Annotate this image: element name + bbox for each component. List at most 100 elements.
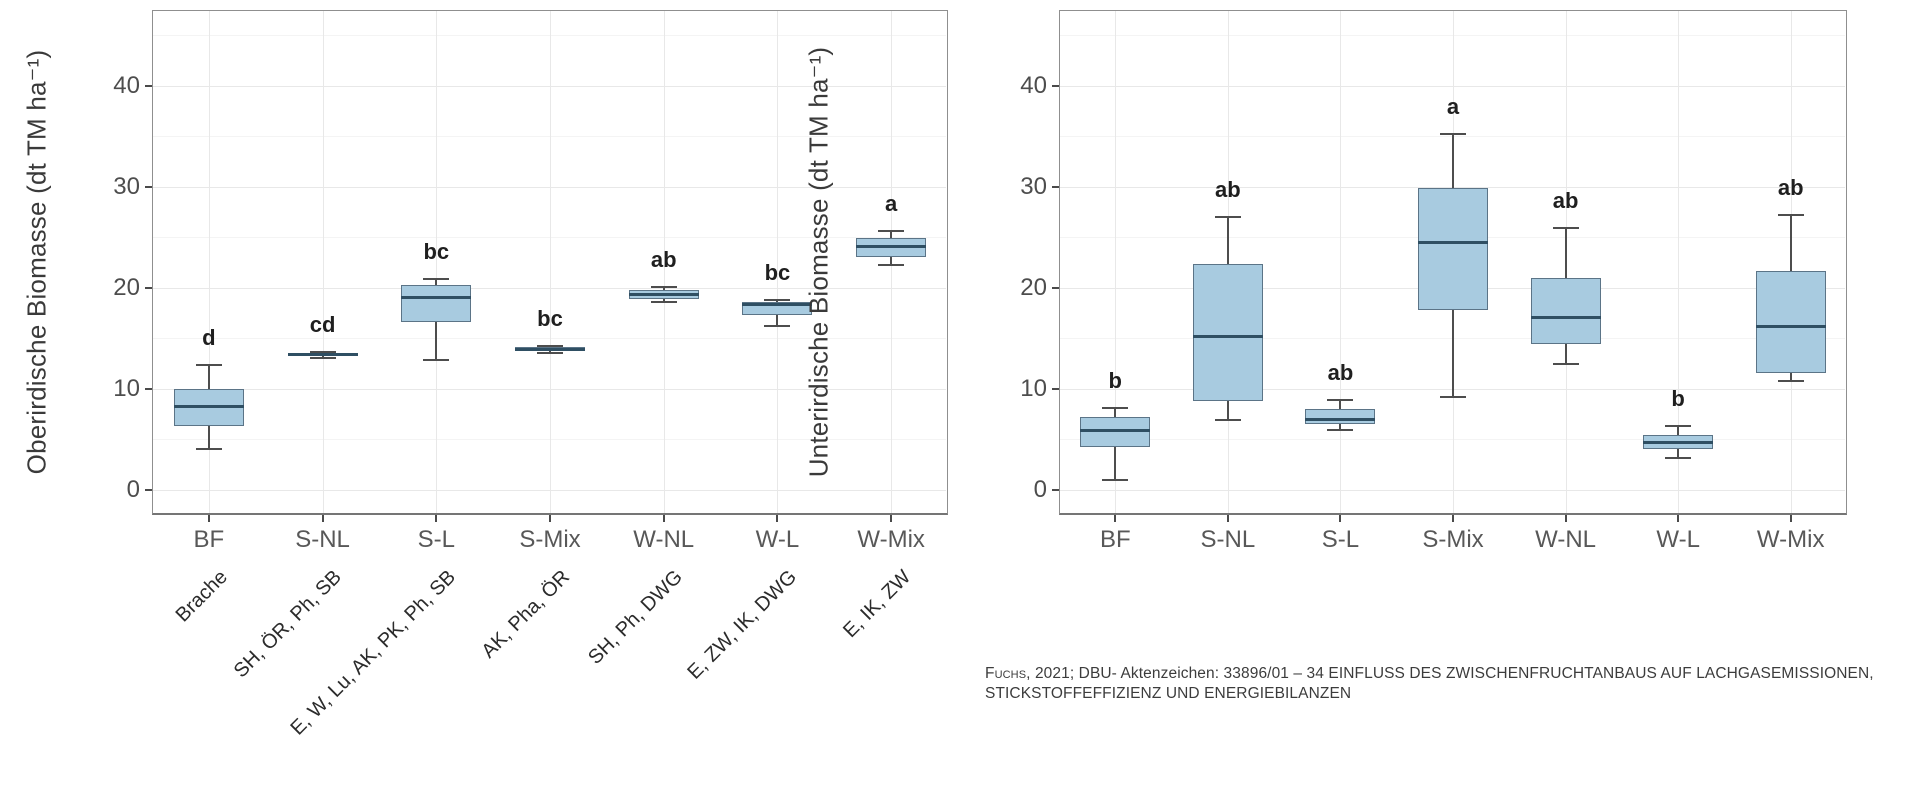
x-category-label: S-Mix — [1422, 526, 1484, 553]
boxplot-lower-whisker-cap — [878, 263, 905, 266]
gridline-y-major — [1060, 489, 1845, 491]
y-tick-mark — [145, 488, 152, 491]
x-tick-mark — [435, 515, 438, 522]
y-tick-mark — [145, 286, 152, 289]
y-tick-label: 0 — [1033, 475, 1047, 503]
source-caption: Fuchs, 2021; DBU- Aktenzeichen: 33896/01… — [985, 664, 1915, 704]
boxplot-median — [742, 303, 813, 307]
boxplot-upper-whisker-cap — [1777, 214, 1804, 217]
x-category-label: W-L — [1656, 526, 1700, 553]
boxplot-lower-whisker-cap — [764, 325, 791, 328]
x-category-label: W-Mix — [1756, 526, 1825, 553]
x-tick-mark — [321, 515, 324, 522]
boxplot-upper-whisker-cap — [1665, 425, 1692, 428]
boxplot-upper-whisker-cap — [1327, 398, 1354, 401]
x-tick-mark — [1789, 515, 1792, 522]
boxplot-median — [1305, 417, 1376, 421]
boxplot-lower-whisker-cap — [1440, 395, 1466, 398]
boxplot-lower-whisker-cap — [1102, 478, 1129, 481]
gridline-x-major — [550, 11, 551, 513]
gridline-y-minor — [153, 136, 946, 138]
x-category-label: W-NL — [633, 526, 695, 553]
x-tick-mark — [1114, 515, 1117, 522]
boxplot-lower-whisker-cap — [1214, 419, 1241, 422]
gridline-y-major — [153, 287, 946, 289]
boxplot-box — [1192, 263, 1263, 401]
boxplot-lower-whisker — [1564, 344, 1567, 364]
boxplot-upper-whisker — [1226, 217, 1229, 264]
boxplot-upper-whisker-cap — [537, 345, 563, 348]
boxplot-upper-whisker — [1677, 426, 1680, 436]
boxplot-median — [856, 244, 927, 248]
significance-letter: ab — [1215, 177, 1241, 203]
gridline-y-major — [153, 388, 946, 390]
significance-letter: ab — [1327, 359, 1354, 385]
boxplot-lower-whisker-cap — [309, 357, 336, 360]
boxplot-box — [401, 284, 472, 323]
boxplot-upper-whisker — [890, 231, 893, 239]
boxplot-box — [1418, 187, 1488, 310]
boxplot-lower-whisker — [1789, 372, 1792, 381]
boxplot-median — [401, 296, 472, 300]
y-tick-mark — [145, 387, 152, 390]
x-tick-mark — [1452, 515, 1454, 522]
boxplot-lower-whisker-cap — [537, 352, 563, 355]
boxplot-upper-whisker — [1564, 228, 1567, 278]
boxplot-upper-whisker-cap — [764, 298, 791, 301]
significance-letter: ab — [1552, 188, 1579, 214]
boxplot-upper-whisker — [1339, 399, 1342, 409]
x-category-label: BF — [1099, 526, 1131, 553]
boxplot-upper-whisker-cap — [1440, 133, 1466, 136]
boxplot-lower-whisker — [1114, 447, 1117, 480]
significance-letter: ab — [650, 246, 677, 272]
caption-line-1: Fuchs, 2021; DBU- Aktenzeichen: 33896/01… — [985, 664, 1915, 684]
boxplot-median — [173, 405, 244, 409]
plot-panel — [152, 10, 948, 515]
gridline-y-major — [1060, 85, 1845, 87]
boxplot-box — [1530, 277, 1601, 345]
boxplot-lower-whisker — [776, 315, 779, 327]
gridline-y-minor — [1060, 439, 1845, 441]
boxplot-lower-whisker-cap — [1327, 429, 1354, 432]
boxplot-upper-whisker-cap — [423, 277, 450, 280]
gridline-y-minor — [1060, 35, 1845, 37]
gridline-x-major — [436, 11, 438, 513]
significance-letter: d — [202, 324, 216, 350]
boxplot-upper-whisker-cap — [309, 350, 336, 353]
gridline-y-minor — [153, 237, 946, 239]
x-tick-mark — [1564, 515, 1567, 522]
gridline-y-major — [153, 186, 946, 188]
x-tick-mark — [549, 515, 551, 522]
x-category-label: W-Mix — [857, 526, 925, 553]
boxplot-median — [1192, 334, 1263, 338]
boxplot-median — [628, 293, 699, 297]
boxplot-median — [1080, 428, 1151, 432]
gridline-x-major — [208, 11, 210, 513]
boxplot-upper-whisker-cap — [1552, 227, 1579, 230]
x-tick-mark — [1226, 515, 1229, 522]
x-tick-mark — [890, 515, 893, 522]
gridline-x-major — [1678, 11, 1680, 513]
y-tick-mark — [1052, 84, 1059, 87]
boxplot-median — [1643, 440, 1714, 444]
y-axis-title: Unterirdische Biomasse (dt TM ha⁻¹) — [803, 46, 834, 478]
caption-line1-rest: , 2021; DBU- Aktenzeichen: 33896/01 – 34… — [1026, 665, 1874, 682]
significance-letter: a — [885, 191, 898, 217]
boxplot-lower-whisker — [890, 257, 893, 265]
y-tick-label: 20 — [1020, 273, 1047, 301]
y-tick-mark — [1052, 488, 1059, 491]
gridline-y-major — [153, 489, 946, 491]
y-tick-mark — [1052, 286, 1059, 289]
boxplot-lower-whisker — [435, 322, 438, 361]
boxplot-median — [287, 353, 358, 357]
significance-letter: ab — [1777, 175, 1804, 201]
boxplot-box — [856, 238, 927, 258]
gridline-y-minor — [153, 35, 946, 37]
y-tick-label: 30 — [113, 172, 140, 200]
x-category-label: S-NL — [295, 526, 350, 553]
boxplot-lower-whisker — [321, 356, 324, 359]
x-tick-mark — [662, 515, 665, 522]
